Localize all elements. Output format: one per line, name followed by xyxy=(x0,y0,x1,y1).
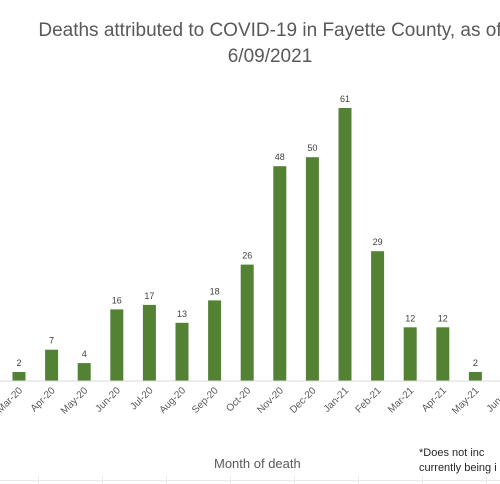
data-label-mar-20: 2 xyxy=(16,358,21,368)
footnote-line-1: *Does not inc xyxy=(419,447,485,459)
x-axis-label: Month of death xyxy=(214,456,301,471)
bar-mar-21[interactable] xyxy=(403,327,417,381)
bar-may-21[interactable] xyxy=(468,372,482,381)
bar-nov-20[interactable] xyxy=(273,166,287,381)
bar-dec-20[interactable] xyxy=(305,157,319,381)
data-label-nov-20: 48 xyxy=(275,152,285,162)
tick-label-feb-21: Feb-21 xyxy=(354,385,384,415)
tick-label-aug-20: Aug-20 xyxy=(158,385,189,416)
chart-title-line-1: Deaths attributed to COVID-19 in Fayette… xyxy=(38,20,500,41)
bar-apr-20[interactable] xyxy=(45,349,59,381)
tick-label-sep-20: Sep-20 xyxy=(190,385,221,416)
data-label-apr-21: 12 xyxy=(438,313,448,323)
tick-label-jun-21: Jun-21 xyxy=(485,385,500,415)
data-label-mar-21: 12 xyxy=(405,313,415,323)
tick-label-oct-20: Oct-20 xyxy=(224,385,253,414)
bar-jan-21[interactable] xyxy=(338,108,352,381)
data-label-feb-21: 29 xyxy=(373,237,383,247)
bar-aug-20[interactable] xyxy=(175,322,189,381)
data-label-jul-20: 17 xyxy=(144,291,154,301)
tick-label-may-20: May-20 xyxy=(59,385,91,417)
tick-label-may-21: May-21 xyxy=(450,385,482,417)
bar-apr-21[interactable] xyxy=(436,327,450,381)
bar-jun-20[interactable] xyxy=(110,309,124,381)
data-label-aug-20: 13 xyxy=(177,309,187,319)
bar-sep-20[interactable] xyxy=(208,300,222,381)
bar-jul-20[interactable] xyxy=(142,304,156,381)
footnote: *Does not inc currently being i xyxy=(419,446,497,476)
data-label-may-20: 4 xyxy=(82,349,87,359)
data-label-apr-20: 7 xyxy=(49,336,54,346)
tick-label-jun-20: Jun-20 xyxy=(94,385,124,415)
bars-group xyxy=(12,108,482,381)
data-label-jan-21: 61 xyxy=(340,94,350,104)
tick-label-apr-21: Apr-21 xyxy=(420,385,449,414)
tick-label-apr-20: Apr-20 xyxy=(29,385,58,414)
data-label-oct-20: 26 xyxy=(242,251,252,261)
tick-label-dec-20: Dec-20 xyxy=(288,385,319,416)
data-label-may-21: 2 xyxy=(473,358,478,368)
bar-mar-20[interactable] xyxy=(12,372,26,381)
bar-feb-21[interactable] xyxy=(371,251,385,381)
bar-may-20[interactable] xyxy=(77,363,91,381)
footnote-line-2: currently being i xyxy=(419,462,497,474)
tick-label-nov-20: Nov-20 xyxy=(255,385,286,416)
tick-label-mar-21: Mar-21 xyxy=(386,385,416,415)
tick-label-jan-21: Jan-21 xyxy=(322,385,352,415)
chart-title: Deaths attributed to COVID-19 in Fayette… xyxy=(0,18,500,70)
data-label-dec-20: 50 xyxy=(307,143,317,153)
bar-oct-20[interactable] xyxy=(240,264,254,381)
tick-label-mar-20: Mar-20 xyxy=(0,385,25,415)
tick-labels-group: Mar-20 Apr-20 May-20 Jun-20 Jul-20 Aug-20 Sep-… xyxy=(0,385,500,417)
chart-title-line-2: 6/09/2021 xyxy=(227,46,313,67)
tick-label-jul-20: Jul-20 xyxy=(128,385,155,412)
data-label-sep-20: 18 xyxy=(210,286,220,296)
data-label-jun-20: 16 xyxy=(112,295,122,305)
data-labels-group: 274161713182648506129121221 xyxy=(16,94,478,368)
